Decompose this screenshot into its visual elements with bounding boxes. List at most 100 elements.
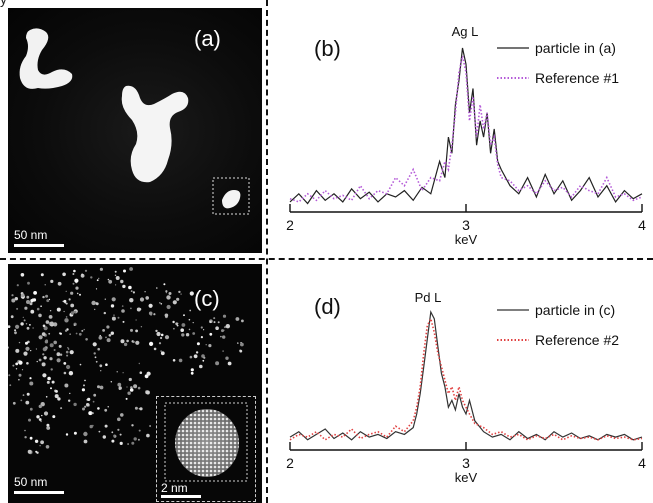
speckle: [92, 400, 95, 403]
speckle: [108, 279, 113, 284]
speckle: [222, 314, 227, 318]
speckle: [193, 354, 198, 359]
speckle: [100, 370, 102, 372]
speckle: [18, 341, 21, 344]
speckle: [49, 321, 54, 326]
speckle: [93, 393, 97, 397]
speckle: [22, 394, 25, 396]
speckle: [107, 278, 110, 281]
speckle: [225, 324, 230, 329]
micrograph-a: (a) 50 nm: [8, 8, 262, 253]
speckle: [105, 363, 108, 366]
speckle: [49, 357, 53, 361]
speckle: [135, 340, 140, 345]
speckle: [165, 292, 167, 294]
speckle: [222, 335, 226, 339]
speckle: [46, 299, 50, 303]
speckle: [239, 349, 243, 353]
speckle: [117, 428, 120, 431]
speckle: [64, 318, 69, 323]
speckle: [64, 383, 69, 388]
speckle: [189, 355, 193, 359]
speckle: [241, 319, 244, 323]
speckle: [73, 269, 76, 273]
speckle: [38, 335, 43, 340]
speckle: [79, 363, 82, 366]
speckle: [111, 431, 114, 434]
speckle: [70, 311, 75, 315]
speckle: [36, 360, 38, 363]
speckle: [111, 297, 116, 302]
speckle: [149, 341, 154, 346]
speckle: [115, 284, 117, 286]
speckle: [110, 331, 115, 335]
speckle: [181, 333, 185, 337]
speckle: [117, 382, 122, 387]
speckle: [18, 373, 22, 377]
speckle: [91, 300, 96, 306]
speckle: [9, 384, 12, 387]
speckle: [105, 336, 107, 339]
speckle: [43, 411, 49, 416]
speckle: [65, 350, 69, 354]
speckle: [84, 269, 88, 272]
speckle: [139, 371, 143, 374]
speckle: [41, 332, 46, 336]
speckle: [30, 309, 35, 314]
speckle: [223, 329, 225, 331]
speckle: [27, 449, 32, 454]
inset-scale-label: 2 nm: [161, 481, 188, 495]
speckle: [123, 269, 126, 273]
speckle: [155, 329, 158, 333]
speckle: [203, 329, 205, 331]
speckle: [38, 404, 42, 409]
scale-label-c: 50 nm: [14, 475, 48, 489]
speckle: [56, 307, 61, 312]
speckle: [63, 362, 67, 365]
speckle: [118, 386, 122, 390]
series-line-2: [289, 55, 643, 203]
speckle: [113, 434, 116, 438]
speckle: [73, 310, 77, 314]
peak-annotation: Pd L: [415, 290, 442, 305]
speckle: [66, 354, 69, 357]
speckle: [215, 361, 220, 366]
speckle: [30, 350, 32, 352]
speckle: [92, 342, 97, 347]
speckle: [42, 353, 45, 356]
speckle: [26, 295, 30, 299]
speckle: [64, 329, 68, 332]
speckle: [114, 270, 117, 273]
speckle: [140, 326, 143, 328]
speckle: [78, 332, 82, 336]
speckle: [48, 315, 53, 319]
speckle: [215, 326, 219, 330]
speckle: [180, 293, 182, 295]
panel-label-b: (b): [314, 36, 341, 61]
speckle: [145, 296, 149, 300]
speckle: [97, 385, 100, 389]
speckle: [129, 388, 134, 392]
speckle: [189, 309, 192, 312]
inset-scale-bar: [161, 495, 201, 498]
speckle: [102, 329, 105, 332]
speckle: [128, 377, 132, 382]
speckle: [203, 356, 206, 359]
speckle: [119, 441, 123, 445]
speckle: [131, 441, 135, 445]
speckle: [99, 267, 103, 271]
speckle: [27, 281, 30, 285]
speckle: [108, 334, 112, 337]
speckle: [103, 311, 107, 315]
speckle: [98, 430, 101, 433]
speckle: [51, 380, 55, 384]
speckle: [160, 350, 162, 352]
speckle: [53, 349, 56, 351]
speckle: [22, 316, 24, 318]
speckle: [67, 348, 70, 350]
speckle: [73, 431, 77, 435]
speckle: [42, 295, 45, 299]
speckle: [68, 298, 71, 301]
speckle: [164, 335, 170, 340]
speckle: [16, 307, 19, 310]
